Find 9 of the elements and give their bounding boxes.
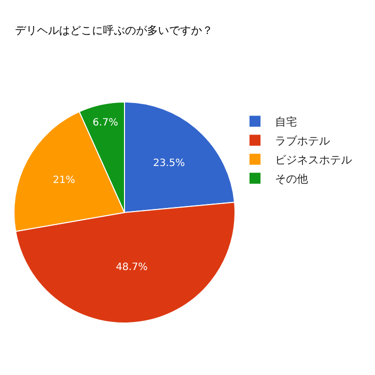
legend-label: ビジネスホテル (275, 154, 352, 167)
legend-label: 自宅 (275, 116, 297, 129)
chart-title: デリヘルはどこに呼ぶのが多いですか？ (15, 24, 213, 37)
legend-label: ラブホテル (275, 134, 330, 148)
data-label: 6.7% (92, 118, 118, 129)
data-label: 21% (52, 174, 76, 186)
legend-label: その他 (275, 172, 308, 186)
data-label: 48.7% (116, 262, 148, 273)
data-label: 23.5% (153, 158, 185, 170)
